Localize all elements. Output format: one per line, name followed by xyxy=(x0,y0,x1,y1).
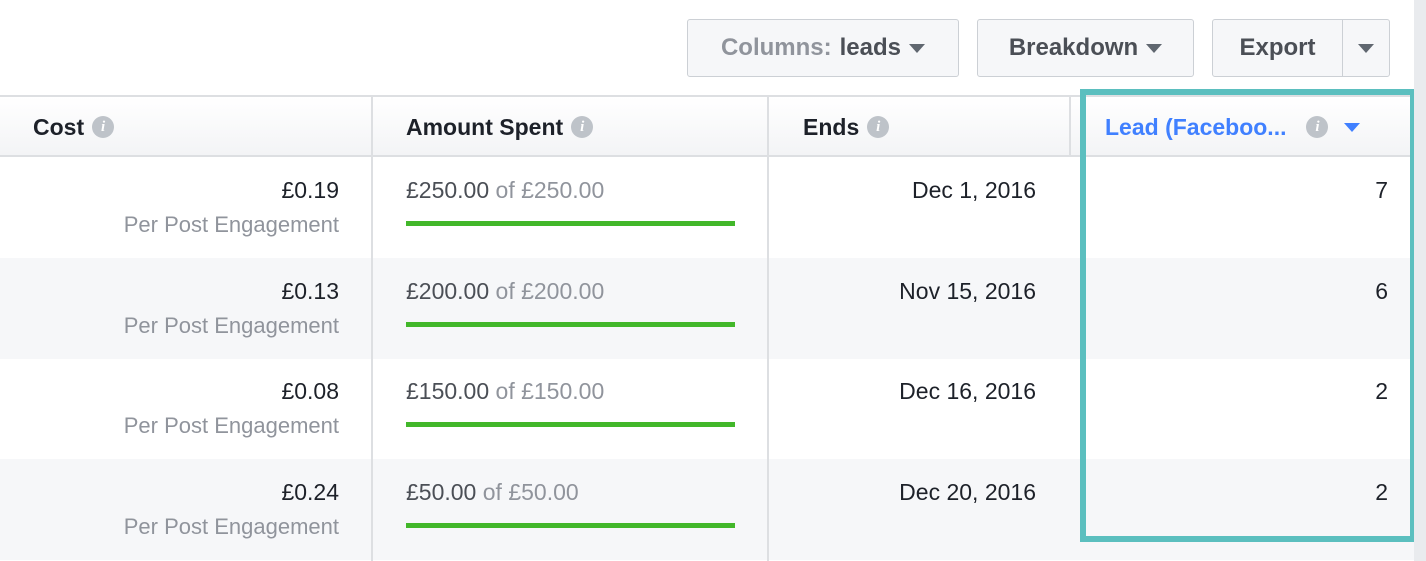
lead-count: 2 xyxy=(1375,378,1388,404)
table-row[interactable]: £0.19 Per Post Engagement £250.00 of £25… xyxy=(0,157,1414,258)
columns-button[interactable]: Columns: leads xyxy=(687,19,959,77)
chevron-down-icon xyxy=(909,43,926,53)
progress-fill xyxy=(406,221,735,226)
amount-spent: £200.00 of £200.00 xyxy=(406,278,604,305)
spend-progress-bar xyxy=(406,322,735,327)
budget-value: of £150.00 xyxy=(495,378,605,404)
header-label: Cost xyxy=(33,113,85,140)
chevron-down-icon xyxy=(1146,43,1163,53)
lead-count: 2 xyxy=(1375,479,1388,505)
budget-value: of £50.00 xyxy=(482,479,579,505)
spend-progress-bar xyxy=(406,523,735,528)
table-row[interactable]: £0.08 Per Post Engagement £150.00 of £15… xyxy=(0,358,1414,459)
cost-type: Per Post Engagement xyxy=(123,514,339,539)
info-icon[interactable]: i xyxy=(92,116,115,138)
column-header-amount-spent[interactable]: Amount Spent i xyxy=(406,97,594,157)
spent-value: £250.00 xyxy=(406,177,490,203)
cost-value: £0.19 xyxy=(281,177,339,203)
column-header-lead[interactable]: Lead (Faceboo... i xyxy=(1105,97,1361,157)
budget-value: of £200.00 xyxy=(495,278,605,304)
header-label: Lead (Faceboo... xyxy=(1105,113,1287,140)
budget-value: of £250.00 xyxy=(495,177,605,203)
scrollbar[interactable] xyxy=(1414,0,1426,561)
table-header: Cost i Amount Spent i Ends i Lead (Faceboo.… xyxy=(0,95,1414,157)
sort-descending-icon[interactable] xyxy=(1344,122,1361,132)
table-row[interactable]: £0.24 Per Post Engagement £50.00 of £50.… xyxy=(0,459,1414,560)
column-divider xyxy=(1069,95,1071,157)
cost-type: Per Post Engagement xyxy=(123,313,339,338)
header-label: Amount Spent xyxy=(406,113,564,140)
header-label: Ends xyxy=(803,113,860,140)
amount-spent: £50.00 of £50.00 xyxy=(406,479,579,506)
amount-spent: £150.00 of £150.00 xyxy=(406,378,604,405)
cost-type: Per Post Engagement xyxy=(123,413,339,438)
table-row[interactable]: £0.13 Per Post Engagement £200.00 of £20… xyxy=(0,258,1414,359)
spend-progress-bar xyxy=(406,422,735,427)
info-icon[interactable]: i xyxy=(571,116,594,138)
lead-count: 7 xyxy=(1375,177,1388,203)
cost-value: £0.24 xyxy=(281,479,339,505)
lead-count: 6 xyxy=(1375,278,1388,304)
export-label: Export xyxy=(1239,34,1316,61)
column-divider xyxy=(767,95,769,561)
end-date: Dec 20, 2016 xyxy=(899,479,1036,505)
export-dropdown-button[interactable] xyxy=(1342,19,1390,77)
highlight-box xyxy=(1080,89,1416,542)
info-icon[interactable]: i xyxy=(1306,116,1329,138)
spent-value: £50.00 xyxy=(406,479,477,505)
end-date: Dec 16, 2016 xyxy=(899,378,1036,404)
columns-label: Columns: xyxy=(720,34,832,61)
export-button[interactable]: Export xyxy=(1212,19,1343,77)
columns-value: leads xyxy=(839,34,902,61)
column-header-ends[interactable]: Ends i xyxy=(803,97,890,157)
spent-value: £150.00 xyxy=(406,378,490,404)
end-date: Dec 1, 2016 xyxy=(911,177,1036,203)
end-date: Nov 15, 2016 xyxy=(899,278,1036,304)
breakdown-button[interactable]: Breakdown xyxy=(977,19,1194,77)
progress-fill xyxy=(406,422,735,427)
cost-value: £0.13 xyxy=(281,278,339,304)
info-icon[interactable]: i xyxy=(867,116,890,138)
chevron-down-icon xyxy=(1358,43,1374,53)
breakdown-label: Breakdown xyxy=(1008,34,1139,61)
cost-type: Per Post Engagement xyxy=(123,212,339,237)
amount-spent: £250.00 of £250.00 xyxy=(406,177,604,204)
column-header-cost[interactable]: Cost i xyxy=(33,97,115,157)
column-divider xyxy=(371,95,373,561)
spend-progress-bar xyxy=(406,221,735,226)
progress-fill xyxy=(406,322,735,327)
spent-value: £200.00 xyxy=(406,278,490,304)
cost-value: £0.08 xyxy=(281,378,339,404)
progress-fill xyxy=(406,523,735,528)
